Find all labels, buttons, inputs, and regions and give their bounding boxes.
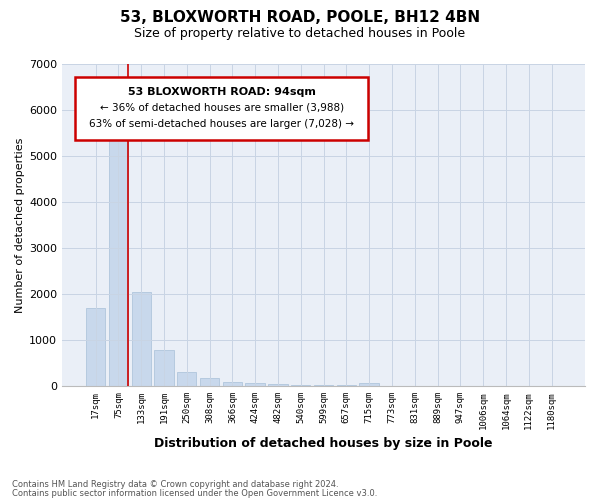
Bar <box>245 383 265 386</box>
X-axis label: Distribution of detached houses by size in Poole: Distribution of detached houses by size … <box>154 437 493 450</box>
Text: Size of property relative to detached houses in Poole: Size of property relative to detached ho… <box>134 28 466 40</box>
Text: Contains HM Land Registry data © Crown copyright and database right 2024.: Contains HM Land Registry data © Crown c… <box>12 480 338 489</box>
Bar <box>109 122 128 386</box>
Text: ← 36% of detached houses are smaller (3,988): ← 36% of detached houses are smaller (3,… <box>100 102 344 113</box>
Bar <box>86 308 105 386</box>
Bar <box>200 378 219 386</box>
Bar <box>359 384 379 386</box>
Bar <box>268 384 287 386</box>
Bar <box>223 382 242 386</box>
FancyBboxPatch shape <box>75 77 368 140</box>
Bar <box>314 385 333 386</box>
Text: Contains public sector information licensed under the Open Government Licence v3: Contains public sector information licen… <box>12 490 377 498</box>
Text: 53 BLOXWORTH ROAD: 94sqm: 53 BLOXWORTH ROAD: 94sqm <box>128 86 316 97</box>
Bar <box>131 292 151 386</box>
Bar <box>154 350 173 386</box>
Text: 53, BLOXWORTH ROAD, POOLE, BH12 4BN: 53, BLOXWORTH ROAD, POOLE, BH12 4BN <box>120 10 480 25</box>
Bar <box>177 372 196 386</box>
Bar <box>291 384 310 386</box>
Y-axis label: Number of detached properties: Number of detached properties <box>15 138 25 313</box>
Text: 63% of semi-detached houses are larger (7,028) →: 63% of semi-detached houses are larger (… <box>89 119 354 129</box>
